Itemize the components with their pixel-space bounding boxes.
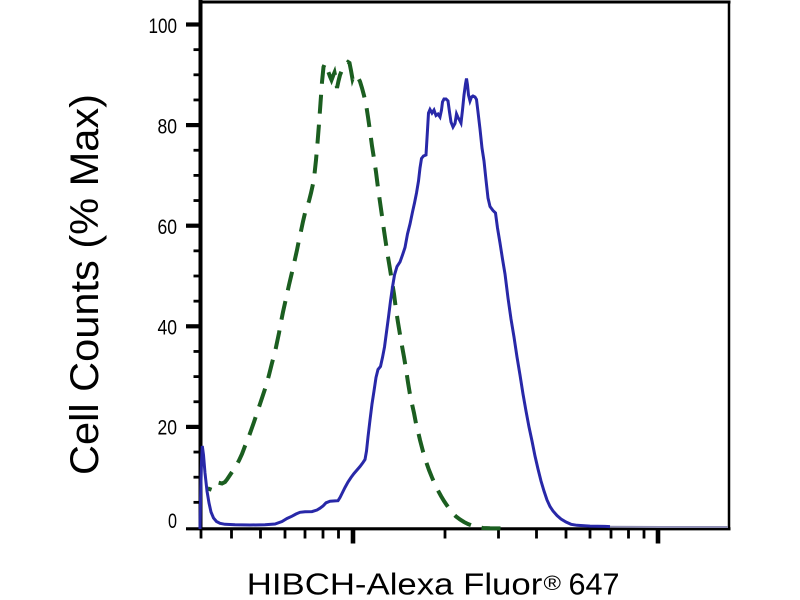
svg-text:40: 40: [158, 317, 178, 340]
svg-text:60: 60: [158, 216, 178, 239]
svg-text:647: 647: [569, 567, 620, 600]
svg-text:Cell Counts (% Max): Cell Counts (% Max): [63, 94, 107, 475]
svg-text:®: ®: [544, 573, 562, 595]
svg-text:100: 100: [149, 15, 178, 38]
svg-text:0: 0: [168, 510, 177, 533]
svg-text:HIBCH-Alexa Fluor: HIBCH-Alexa Fluor: [247, 567, 543, 600]
svg-text:20: 20: [158, 417, 178, 440]
svg-text:80: 80: [158, 116, 178, 139]
